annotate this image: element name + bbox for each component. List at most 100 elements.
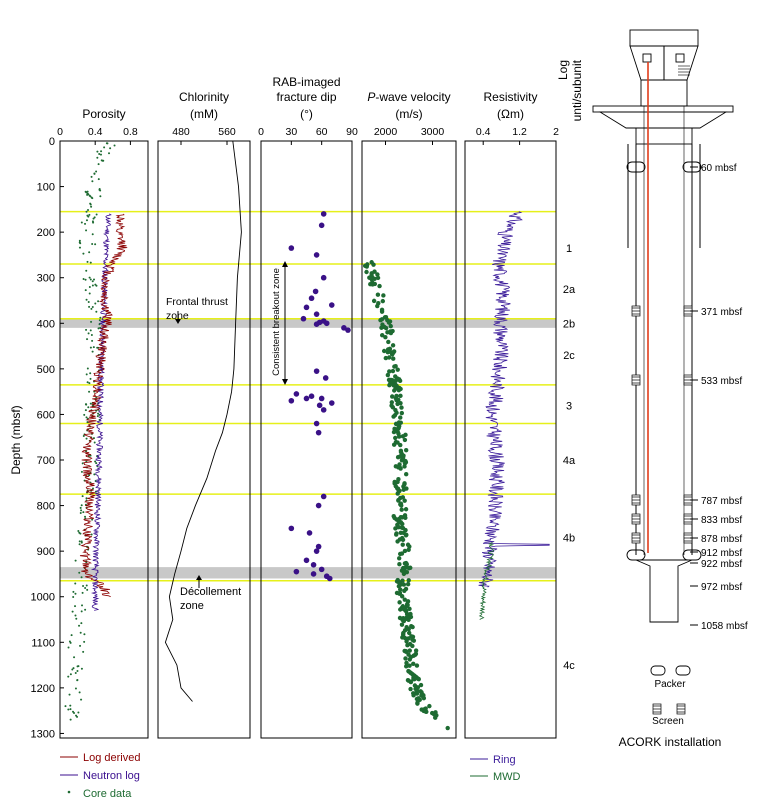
- depth-bands: [60, 210, 556, 582]
- fracture-dip-point: [313, 321, 320, 328]
- subunit-label: 2b: [563, 318, 575, 330]
- core-data-point: [85, 497, 88, 500]
- fracture-dip-point: [313, 311, 320, 317]
- core-data-point: [86, 214, 89, 217]
- p-wave-velocity-point: [375, 303, 380, 309]
- p-wave-velocity-point: [386, 320, 392, 325]
- x-tick-label: 2000: [374, 126, 398, 138]
- p-wave-velocity-point: [401, 453, 406, 458]
- p-wave-velocity-point: [399, 410, 405, 416]
- p-wave-velocity-point: [398, 393, 403, 399]
- core-data-point: [77, 529, 80, 532]
- p-wave-velocity-point: [393, 464, 399, 469]
- fracture-dip-point: [318, 222, 325, 229]
- core-data-point: [95, 284, 98, 287]
- core-data-point: [98, 153, 101, 156]
- p-wave-velocity-point: [402, 648, 407, 654]
- p-wave-velocity-point: [402, 481, 407, 486]
- core-data-point: [89, 195, 92, 198]
- p-wave-velocity-point: [399, 551, 405, 556]
- core-data-point: [79, 532, 82, 535]
- core-data-point: [83, 633, 86, 636]
- p-wave-velocity-point: [369, 273, 374, 278]
- p-wave-velocity-point: [390, 368, 396, 374]
- depth-tick-label: 800: [37, 501, 55, 513]
- track-title: RAB-imaged: [272, 75, 340, 89]
- core-data-point: [85, 403, 88, 406]
- acork-legend-packer: [650, 665, 666, 676]
- core-data-point: [91, 306, 94, 309]
- decollement-label: Décollement: [180, 586, 241, 598]
- p-wave-velocity-point: [386, 355, 392, 360]
- core-data-point: [95, 462, 98, 465]
- p-wave-velocity-point: [372, 276, 377, 282]
- track-title: Chlorinity: [179, 90, 229, 104]
- p-wave-velocity-point: [387, 383, 392, 388]
- acork-depth-label: 972 mbsf: [701, 582, 742, 593]
- p-wave-velocity-point: [403, 471, 409, 477]
- acork-legend-packer: [675, 665, 691, 676]
- track-title: P-wave velocity: [367, 90, 450, 104]
- legend-core-label: Core data: [83, 788, 132, 800]
- track-frame: [59, 140, 149, 739]
- p-wave-velocity-point: [398, 449, 404, 455]
- p-wave-velocity-point: [406, 547, 411, 552]
- p-wave-velocity-point: [396, 580, 402, 585]
- core-data-point: [80, 470, 83, 473]
- track-title: Resistivity: [483, 90, 537, 104]
- fracture-dip-point: [308, 393, 315, 400]
- core-data-point: [90, 320, 93, 323]
- core-data-point: [76, 679, 79, 682]
- core-data-point: [79, 511, 82, 514]
- x-tick-label: 0: [258, 126, 264, 138]
- p-wave-velocity-point: [407, 663, 412, 668]
- p-wave-velocity-point: [371, 298, 377, 304]
- p-wave-velocity-point: [411, 661, 416, 666]
- core-data-point: [82, 511, 85, 514]
- core-data-point: [80, 698, 83, 701]
- depth-axis-label: Depth (mbsf): [9, 405, 23, 474]
- decollement-label: zone: [180, 600, 204, 612]
- p-wave-velocity-point: [395, 539, 400, 544]
- core-data-point: [80, 541, 83, 544]
- core-data-point: [91, 197, 94, 200]
- p-wave-velocity-point: [395, 428, 400, 433]
- x-tick-label: 0: [57, 126, 63, 138]
- p-wave-velocity-point: [378, 317, 383, 323]
- p-wave-velocity-point: [393, 435, 398, 441]
- p-wave-velocity-point: [380, 322, 385, 327]
- fracture-dip-point: [303, 304, 310, 311]
- frontal-thrust-label: zone: [166, 310, 189, 322]
- core-data-point: [87, 209, 90, 212]
- acork-packer: [626, 161, 646, 173]
- p-wave-velocity-point: [411, 691, 416, 696]
- core-data-point: [97, 178, 100, 181]
- fracture-dip-point: [308, 295, 315, 302]
- fault-zone-band: [60, 318, 556, 328]
- p-wave-velocity-point: [418, 682, 424, 688]
- core-data-point: [84, 409, 87, 412]
- p-wave-velocity-point: [394, 393, 399, 399]
- core-data-point: [86, 367, 89, 370]
- core-data-point: [78, 543, 81, 546]
- core-data-point: [82, 650, 85, 653]
- core-data-point: [76, 715, 79, 718]
- core-data-point: [84, 586, 87, 589]
- p-wave-velocity-point: [410, 637, 415, 642]
- acork-depth-label: 878 mbsf: [701, 534, 742, 545]
- core-data-point: [86, 190, 89, 193]
- fracture-dip-point: [345, 327, 351, 333]
- p-wave-velocity-point: [391, 383, 396, 388]
- p-wave-velocity-point: [445, 725, 450, 731]
- core-data-point: [82, 252, 85, 255]
- core-data-point: [79, 644, 82, 647]
- p-wave-velocity-point: [398, 520, 404, 525]
- fracture-dip-point: [323, 320, 330, 327]
- core-data-point: [73, 656, 76, 659]
- p-wave-velocity-point: [385, 347, 391, 352]
- p-wave-velocity-point: [423, 709, 428, 714]
- p-wave-velocity-point: [408, 565, 413, 570]
- core-data-point: [82, 277, 85, 280]
- p-wave-velocity-point: [401, 487, 406, 492]
- p-wave-velocity-point: [381, 348, 387, 354]
